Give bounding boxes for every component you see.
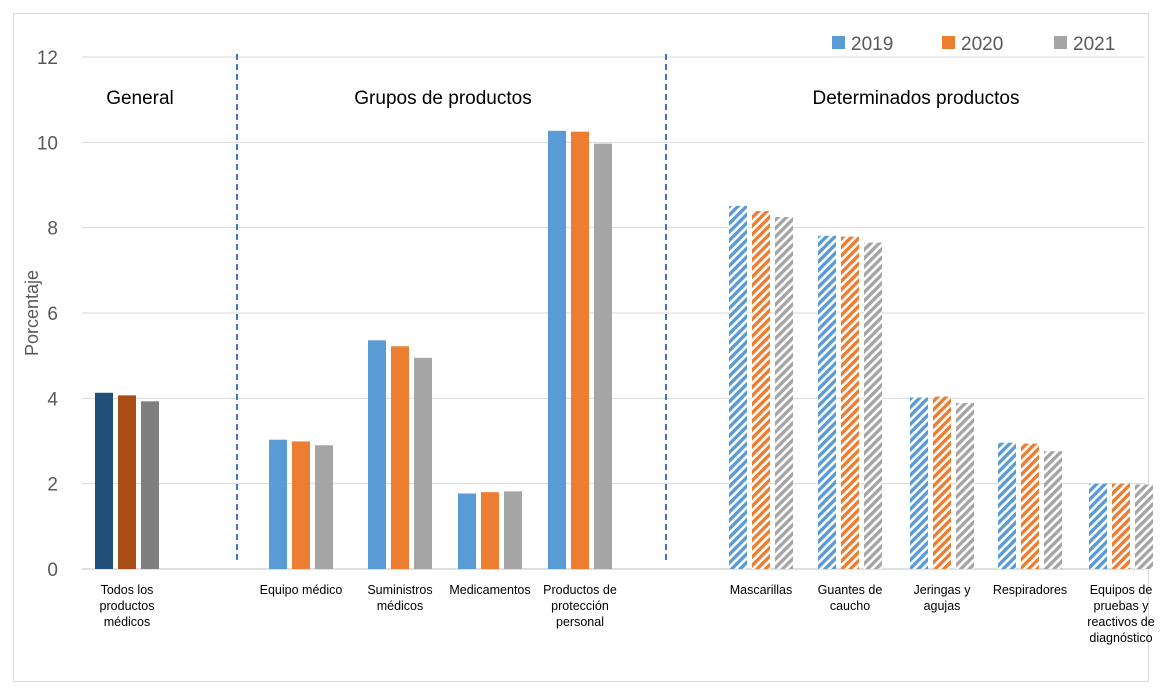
legend-swatch — [1054, 36, 1067, 49]
bar-2020 — [841, 236, 859, 570]
bar-2021 — [594, 143, 612, 569]
bar-2020 — [481, 492, 499, 569]
bar-2021 — [504, 491, 522, 569]
y-tick-label: 8 — [47, 219, 58, 240]
x-tick-label: Jeringas y — [914, 583, 972, 597]
y-tick-label: 4 — [47, 389, 58, 410]
bar-2021 — [414, 357, 432, 569]
x-tick-label: Medicamentos — [449, 583, 530, 597]
bar-2021 — [1044, 451, 1062, 569]
x-tick-label: caucho — [830, 599, 870, 613]
y-tick-label: 12 — [37, 48, 58, 69]
bar-2019 — [818, 235, 836, 570]
bar-2020 — [292, 441, 310, 569]
section-label: Grupos de productos — [354, 88, 531, 109]
bar-2021 — [315, 445, 333, 569]
x-tick-label: diagnóstico — [1089, 631, 1152, 645]
x-tick-label: Productos de — [543, 583, 617, 597]
bar-2019 — [729, 205, 747, 569]
x-tick-label: agujas — [924, 599, 961, 613]
y-tick-label: 0 — [47, 560, 58, 581]
legend-swatch — [832, 36, 845, 49]
bar-2019 — [548, 130, 566, 569]
bar-2020 — [933, 396, 951, 569]
x-tick-label: Guantes de — [818, 583, 883, 597]
x-tick-label: Respiradores — [993, 583, 1067, 597]
bar-2019 — [910, 397, 928, 569]
x-tick-label: productos — [100, 599, 155, 613]
bar-2020 — [118, 395, 136, 569]
legend-label: 2019 — [851, 34, 893, 55]
section-dividers — [236, 54, 667, 560]
y-tick-label: 10 — [37, 133, 58, 154]
y-tick-label: 6 — [47, 304, 58, 325]
legend-swatch — [942, 36, 955, 49]
bar-2019 — [1089, 483, 1107, 569]
x-tick-label: pruebas y — [1094, 599, 1150, 613]
bar-2021 — [864, 242, 882, 569]
bar-2020 — [1112, 483, 1130, 569]
x-tick-label: reactivos de — [1087, 615, 1154, 629]
bar-2019 — [269, 439, 287, 569]
bar-2020 — [391, 346, 409, 569]
bar-2021 — [956, 403, 974, 569]
bar-2020 — [571, 131, 589, 569]
section-label: Determinados productos — [813, 88, 1020, 109]
x-tick-label: Todos los — [101, 583, 154, 597]
legend-label: 2020 — [961, 34, 1003, 55]
x-tick-label: Equipo médico — [260, 583, 343, 597]
x-tick-label: médicos — [377, 599, 424, 613]
gridlines — [82, 56, 1145, 570]
x-tick-label: médicos — [104, 615, 151, 629]
bar-2020 — [752, 211, 770, 569]
y-axis-title: Porcentaje — [22, 270, 42, 356]
axes: 0 2 4 6 8 10 12 Todos los productos médicos Equipo… — [37, 48, 1155, 645]
x-tick-label: personal — [556, 615, 604, 629]
legend-label: 2021 — [1073, 34, 1115, 55]
legend: 2019 2020 2021 — [832, 34, 1115, 55]
section-label: General — [106, 88, 174, 109]
bar-2021 — [775, 217, 793, 569]
bar-2019 — [95, 392, 113, 569]
bar-2019 — [368, 340, 386, 569]
x-tick-label: Suministros — [367, 583, 432, 597]
x-tick-label: protección — [551, 599, 609, 613]
bar-2020 — [1021, 443, 1039, 569]
bar-2019 — [458, 493, 476, 569]
bar-2019 — [998, 442, 1016, 569]
bar-2021 — [141, 401, 159, 569]
bar-2021 — [1135, 484, 1153, 569]
x-tick-label: Equipos de — [1090, 583, 1153, 597]
y-tick-label: 2 — [47, 475, 58, 496]
x-tick-label: Mascarillas — [730, 583, 793, 597]
bars — [95, 130, 1153, 570]
